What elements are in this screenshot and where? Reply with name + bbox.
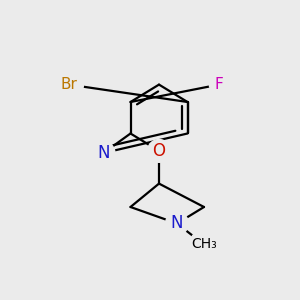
Text: N: N: [97, 144, 110, 162]
Text: F: F: [214, 77, 224, 92]
Circle shape: [92, 142, 115, 164]
Circle shape: [209, 75, 229, 94]
Text: CH₃: CH₃: [191, 238, 217, 251]
Text: O: O: [152, 142, 166, 160]
Circle shape: [148, 140, 170, 162]
Circle shape: [190, 230, 218, 259]
Circle shape: [55, 70, 83, 99]
Circle shape: [166, 212, 188, 235]
Text: N: N: [171, 214, 183, 232]
Text: Br: Br: [61, 77, 77, 92]
